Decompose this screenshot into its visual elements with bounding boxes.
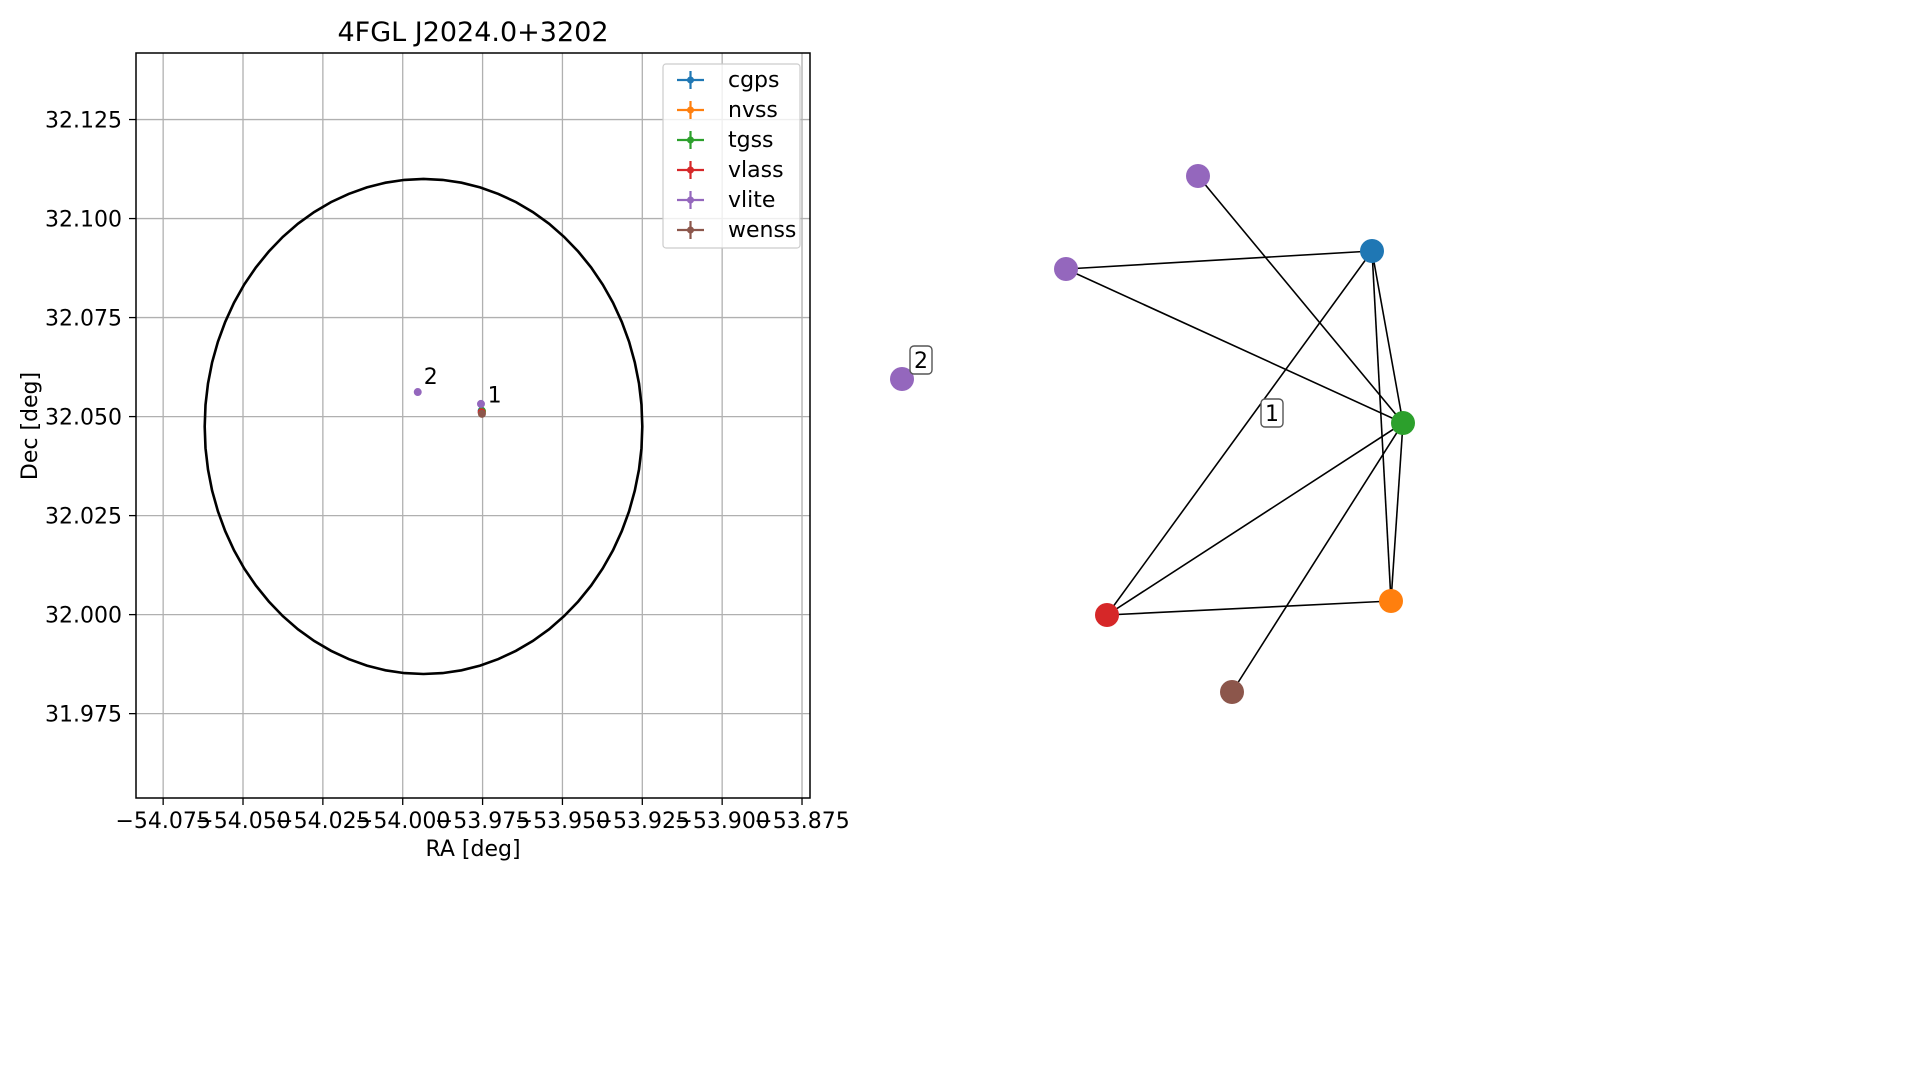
x-tick-label: −53.875: [754, 809, 849, 834]
network-node-vlass[interactable]: [1095, 603, 1119, 627]
legend-label: tgss: [728, 128, 774, 153]
network-panel: 21: [890, 164, 1415, 704]
legend-marker-dot: [687, 226, 694, 234]
point-annotation: 1: [488, 384, 502, 409]
points-layer: [413, 388, 486, 418]
network-label: 1: [1260, 398, 1284, 428]
y-tick-label: 32.000: [45, 604, 122, 629]
network-edge: [1371, 250, 1404, 424]
x-tick-label: −54.000: [355, 809, 450, 834]
network-node-vlite_b[interactable]: [1054, 257, 1078, 281]
legend-entry-tgss[interactable]: tgss: [677, 128, 774, 153]
network-node-cgps[interactable]: [1360, 239, 1384, 263]
ellipse-layer: [203, 177, 644, 676]
legend-marker-dot: [687, 196, 694, 204]
legend-marker-dot: [687, 106, 694, 114]
network-edge: [1106, 600, 1392, 616]
network-labels: 21: [909, 345, 1284, 428]
y-tick-label: 32.050: [45, 406, 122, 431]
network-label-box: [909, 345, 933, 375]
y-tick-label: 32.025: [45, 505, 122, 530]
legend-entry-wenss[interactable]: wenss: [677, 218, 796, 243]
network-node-vlite_a[interactable]: [1186, 164, 1210, 188]
legend[interactable]: cgps nvss tgss vlass vlite wenss: [662, 63, 801, 249]
chart-title: 4FGL J2024.0+3202: [337, 17, 608, 48]
legend-label: cgps: [728, 68, 780, 93]
network-edge: [1106, 250, 1373, 616]
annotation-layer: 21: [424, 365, 502, 409]
legend-entry-cgps[interactable]: cgps: [677, 68, 780, 93]
network-nodes: [890, 164, 1415, 704]
legend-label: vlass: [728, 158, 784, 183]
x-tick-label: −54.050: [195, 809, 290, 834]
point-vlite[interactable]: [413, 388, 422, 397]
grid-layer: [136, 53, 810, 798]
x-tick-label: −53.925: [595, 809, 690, 834]
legend-entry-vlass[interactable]: vlass: [677, 158, 784, 183]
x-tick-label: −53.900: [674, 809, 769, 834]
legend-marker-dot: [687, 136, 694, 144]
network-edge: [1065, 250, 1373, 270]
point-wenss[interactable]: [477, 409, 486, 418]
network-edge: [1231, 422, 1404, 693]
network-node-nvss[interactable]: [1379, 589, 1403, 613]
legend-entry-nvss[interactable]: nvss: [677, 98, 778, 123]
legend-label: vlite: [728, 188, 775, 213]
network-label: 2: [909, 345, 933, 375]
network-edge: [1371, 250, 1392, 602]
point-annotation: 2: [424, 365, 438, 390]
y-tick-label: 32.100: [45, 208, 122, 233]
y-ticks: 31.975 32.000 32.025 32.050 32.075 32.100 32.1…: [45, 109, 136, 728]
x-ticks: −54.075−54.050−54.025−54.000−53.975−53.9…: [115, 798, 850, 834]
legend-entry-vlite[interactable]: vlite: [677, 188, 775, 213]
legend-items: cgps nvss tgss vlass vlite wenss: [677, 68, 796, 243]
network-node-wenss[interactable]: [1220, 680, 1244, 704]
x-axis-title: RA [deg]: [425, 837, 520, 862]
scatter-panel: 21 −54.075−54.050−54.025−54.000−53.975−5…: [18, 17, 850, 862]
network-node-tgss[interactable]: [1391, 411, 1415, 435]
x-tick-label: −54.075: [115, 809, 210, 834]
point-vlite[interactable]: [476, 399, 485, 408]
error-ellipse: [203, 177, 644, 676]
network-edge: [1390, 422, 1404, 602]
y-axis-title: Dec [deg]: [18, 372, 43, 480]
network-edge: [1065, 268, 1404, 424]
legend-label: nvss: [728, 98, 778, 123]
network-node-vlite_iso[interactable]: [890, 367, 914, 391]
network-label-text: 2: [914, 349, 928, 374]
network-edge: [1106, 422, 1404, 616]
x-tick-label: −53.975: [435, 809, 530, 834]
network-label-text: 1: [1265, 402, 1279, 427]
y-tick-label: 31.975: [45, 703, 122, 728]
network-edges: [1065, 175, 1404, 693]
network-edge: [1197, 175, 1404, 424]
network-label-box: [1260, 398, 1284, 428]
plot-frame: [135, 52, 811, 799]
y-tick-label: 32.125: [45, 109, 122, 134]
legend-marker-dot: [687, 166, 694, 174]
y-tick-label: 32.075: [45, 307, 122, 332]
x-tick-label: −53.950: [515, 809, 610, 834]
legend-marker-dot: [687, 76, 694, 84]
legend-label: wenss: [728, 218, 796, 243]
x-tick-label: −54.025: [275, 809, 370, 834]
